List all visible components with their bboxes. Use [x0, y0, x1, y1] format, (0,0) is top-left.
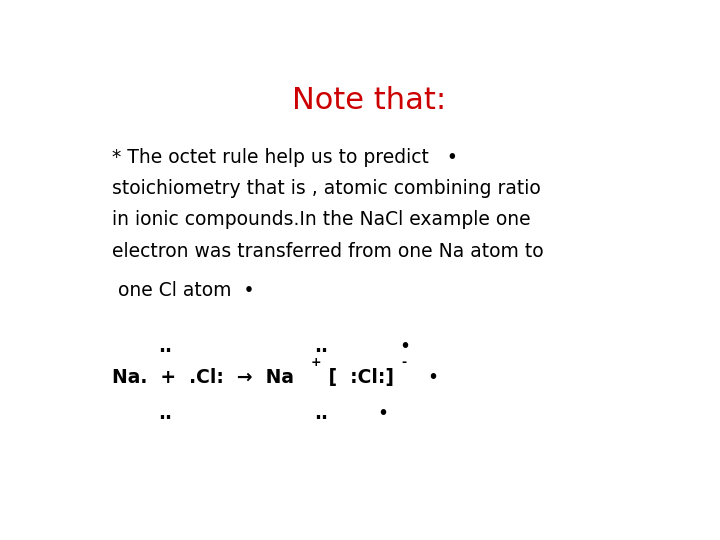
Text: •: •: [377, 404, 389, 423]
Text: •: •: [400, 337, 411, 356]
Text: electron was transferred from one Na atom to: electron was transferred from one Na ato…: [112, 241, 544, 260]
Text: ..: ..: [315, 404, 328, 423]
Text: +: +: [310, 356, 321, 369]
Text: * The octet rule help us to predict   •: * The octet rule help us to predict •: [112, 148, 459, 167]
Text: in ionic compounds.In the NaCl example one: in ionic compounds.In the NaCl example o…: [112, 210, 531, 230]
Text: -: -: [401, 356, 407, 369]
Text: Note that:: Note that:: [292, 85, 446, 114]
Text: •: •: [416, 368, 439, 387]
Text: [  :Cl:]: [ :Cl:]: [322, 368, 394, 387]
Text: ..: ..: [158, 404, 172, 423]
Text: stoichiometry that is , atomic combining ratio: stoichiometry that is , atomic combining…: [112, 179, 541, 198]
Text: ..: ..: [158, 337, 172, 356]
Text: Na.  +  .Cl:  →  Na: Na. + .Cl: → Na: [112, 368, 294, 387]
Text: one Cl atom  •: one Cl atom •: [112, 281, 255, 300]
Text: ..: ..: [315, 337, 328, 356]
